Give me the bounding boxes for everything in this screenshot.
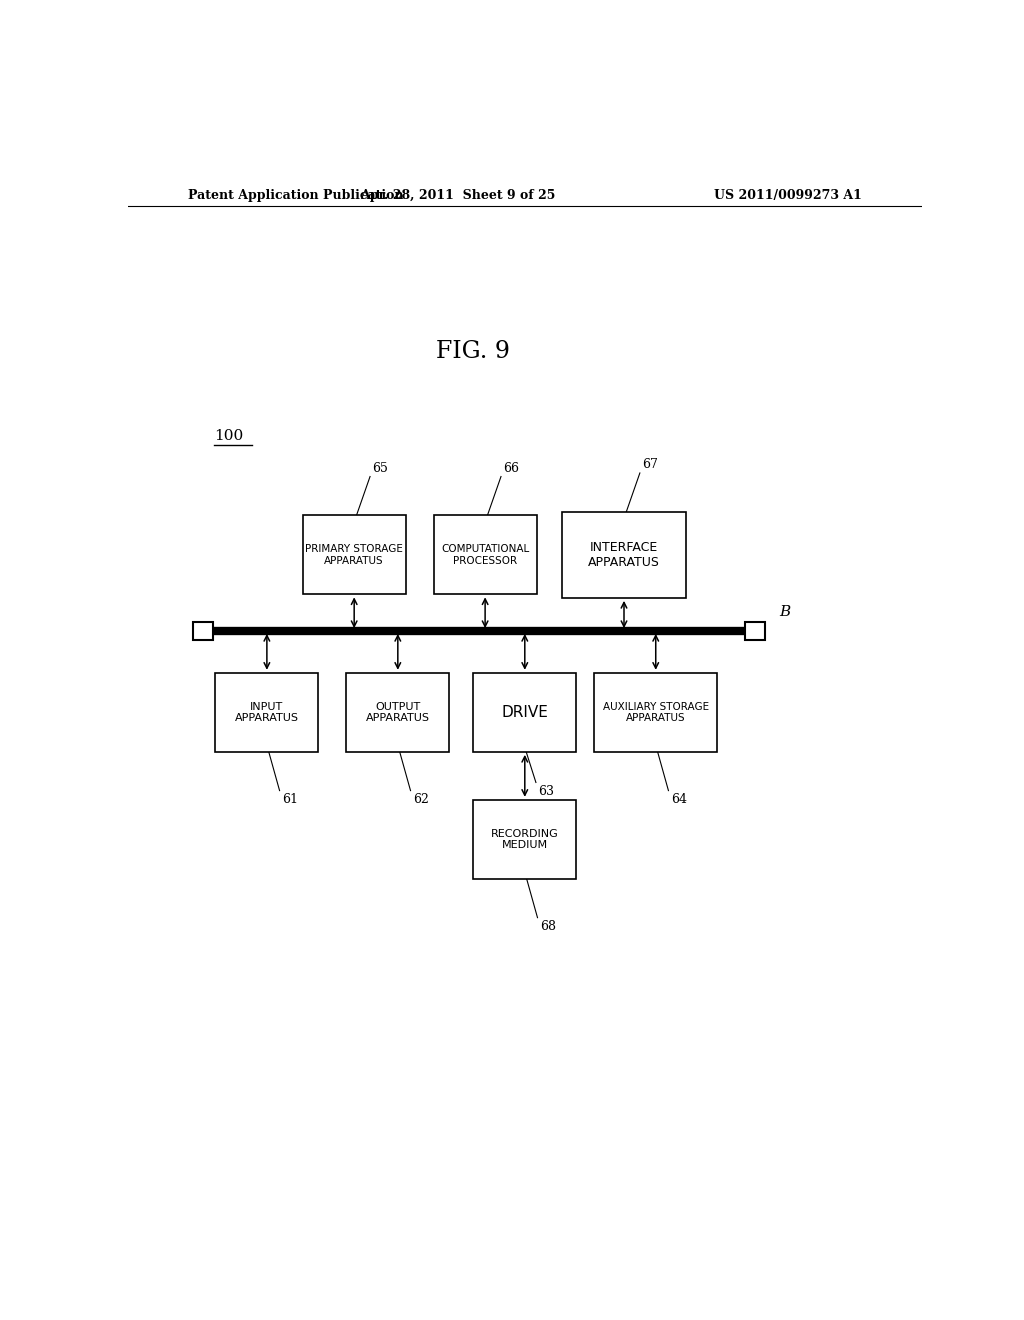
- Bar: [303, 515, 406, 594]
- Bar: [473, 800, 577, 879]
- Bar: [194, 622, 213, 640]
- Text: FIG. 9: FIG. 9: [436, 341, 510, 363]
- Bar: [346, 673, 450, 752]
- Text: 61: 61: [282, 792, 298, 805]
- Text: 63: 63: [539, 784, 554, 797]
- Text: COMPUTATIONAL
PROCESSOR: COMPUTATIONAL PROCESSOR: [441, 544, 529, 565]
- Bar: [473, 673, 577, 752]
- Text: Apr. 28, 2011  Sheet 9 of 25: Apr. 28, 2011 Sheet 9 of 25: [359, 189, 555, 202]
- Text: INPUT
APPARATUS: INPUT APPARATUS: [234, 701, 299, 723]
- Text: 67: 67: [642, 458, 658, 471]
- Text: DRIVE: DRIVE: [502, 705, 548, 719]
- Text: 65: 65: [373, 462, 388, 474]
- Text: 68: 68: [540, 920, 556, 933]
- Bar: [215, 673, 318, 752]
- Text: B: B: [779, 605, 790, 619]
- Text: 100: 100: [214, 429, 243, 444]
- Text: PRIMARY STORAGE
APPARATUS: PRIMARY STORAGE APPARATUS: [305, 544, 403, 565]
- Text: 64: 64: [671, 792, 687, 805]
- Text: Patent Application Publication: Patent Application Publication: [187, 189, 403, 202]
- Bar: [433, 515, 537, 594]
- Text: US 2011/0099273 A1: US 2011/0099273 A1: [714, 189, 862, 202]
- Text: 66: 66: [504, 462, 519, 474]
- Text: OUTPUT
APPARATUS: OUTPUT APPARATUS: [366, 701, 430, 723]
- Bar: [562, 512, 685, 598]
- Text: 62: 62: [413, 792, 429, 805]
- Text: INTERFACE
APPARATUS: INTERFACE APPARATUS: [588, 541, 659, 569]
- Bar: [745, 622, 765, 640]
- Bar: [594, 673, 717, 752]
- Text: RECORDING
MEDIUM: RECORDING MEDIUM: [490, 829, 559, 850]
- Text: AUXILIARY STORAGE
APPARATUS: AUXILIARY STORAGE APPARATUS: [603, 701, 709, 723]
